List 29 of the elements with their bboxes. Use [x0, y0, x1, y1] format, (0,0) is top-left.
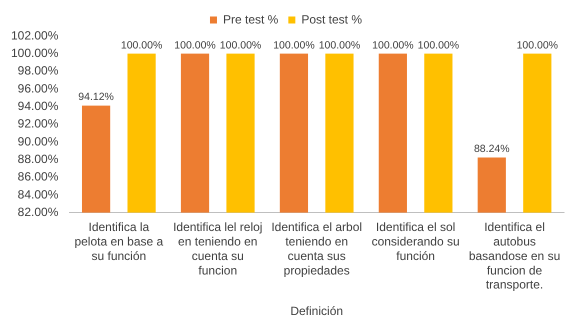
data-label: 100.00%: [120, 39, 162, 52]
y-tick-label: 84.00%: [18, 187, 59, 202]
x-tick-label: Identifica el arbol teniendo en cuenta sus propiedades: [271, 220, 362, 278]
y-tick-label: 88.00%: [18, 152, 59, 166]
y-tick-label: 92.00%: [18, 116, 59, 131]
y-tick-label: 102.00%: [11, 28, 59, 42]
data-label: 100.00%: [372, 39, 414, 52]
data-label: 88.24%: [474, 143, 510, 156]
y-tick-label: 96.00%: [18, 81, 59, 96]
data-label: 100.00%: [174, 39, 216, 52]
legend-label: Post test %: [301, 12, 362, 26]
x-tick-label: Identifica el sol considerando su función: [372, 220, 460, 263]
data-label: 100.00%: [220, 39, 262, 52]
y-tick-label: 100.00%: [11, 46, 59, 60]
x-tick-label: Identifica el autobus basandose en su funcion de transporte.: [468, 220, 560, 292]
y-tick-label: 86.00%: [18, 170, 59, 184]
data-label: 94.12%: [78, 91, 114, 104]
x-tick-label: Identifica la pelota en base a su función: [74, 220, 164, 263]
y-tick-label: 82.00%: [18, 204, 59, 219]
data-label: 100.00%: [516, 39, 558, 52]
data-label: 100.00%: [418, 39, 460, 52]
legend-label: Pre test %: [222, 12, 279, 26]
y-tick-label: 90.00%: [18, 134, 59, 148]
data-label: 100.00%: [273, 39, 315, 52]
data-label: 100.00%: [318, 39, 360, 52]
x-tick-label: Identifica lel reloj en teniendo en cuenta su funcion: [173, 220, 262, 278]
y-tick-label: 98.00%: [18, 64, 59, 78]
x-axis-title: Definición: [290, 304, 344, 318]
y-tick-label: 94.00%: [18, 98, 59, 113]
